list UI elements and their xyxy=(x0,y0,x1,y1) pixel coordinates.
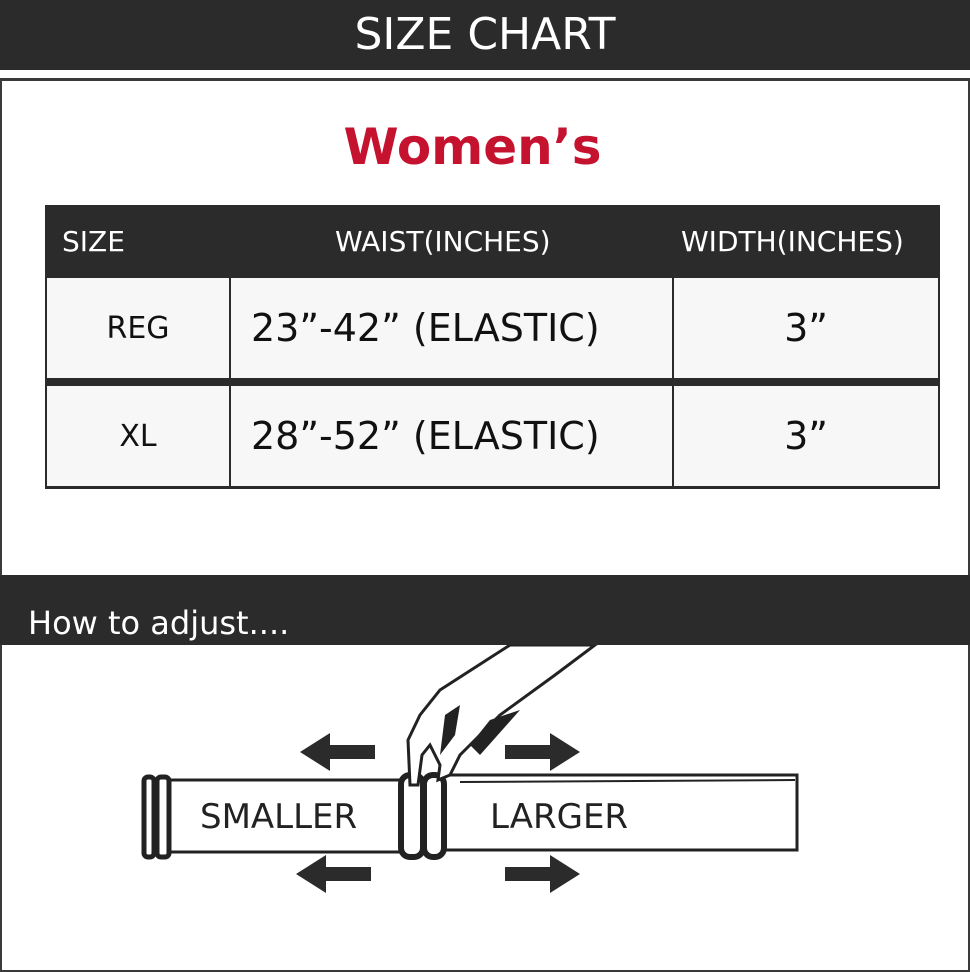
larger-label: LARGER xyxy=(490,797,629,837)
arrow-left-bottom-icon xyxy=(296,855,371,893)
hand-shadow xyxy=(440,705,520,755)
table-row: XL 28”-52” (ELASTIC) 3” xyxy=(45,382,940,489)
adjust-title: How to adjust.... xyxy=(0,575,970,645)
section-title: Women’s xyxy=(343,118,602,176)
waist-cell: 23”-42” (ELASTIC) xyxy=(229,277,674,386)
size-table: SIZE WAIST(INCHES) WIDTH(INCHES) REG 23”… xyxy=(45,205,940,489)
belt-adjust-illustration xyxy=(141,645,799,893)
arrow-right-bottom-icon xyxy=(505,855,580,893)
hand-icon xyxy=(406,645,598,787)
slider-loop-icon xyxy=(398,772,447,860)
arrow-left-top-icon xyxy=(300,733,375,771)
width-cell: 3” xyxy=(672,277,940,386)
belt-right-strap xyxy=(438,773,799,852)
size-chart-title: SIZE CHART xyxy=(0,0,970,70)
width-cell: 3” xyxy=(672,382,940,489)
column-header-size: SIZE xyxy=(62,224,125,258)
size-cell: XL xyxy=(45,382,231,489)
arrow-right-top-icon xyxy=(505,733,580,771)
table-row: REG 23”-42” (ELASTIC) 3” xyxy=(45,277,940,386)
size-cell: REG xyxy=(45,277,231,386)
buckle-end-icon xyxy=(141,774,172,860)
column-header-waist: WAIST(INCHES) xyxy=(335,224,551,258)
table-header: SIZE WAIST(INCHES) WIDTH(INCHES) xyxy=(46,205,939,278)
smaller-label: SMALLER xyxy=(200,797,358,837)
waist-cell: 28”-52” (ELASTIC) xyxy=(229,382,674,489)
belt-left-strap xyxy=(168,778,412,854)
column-header-width: WIDTH(INCHES) xyxy=(681,224,904,258)
